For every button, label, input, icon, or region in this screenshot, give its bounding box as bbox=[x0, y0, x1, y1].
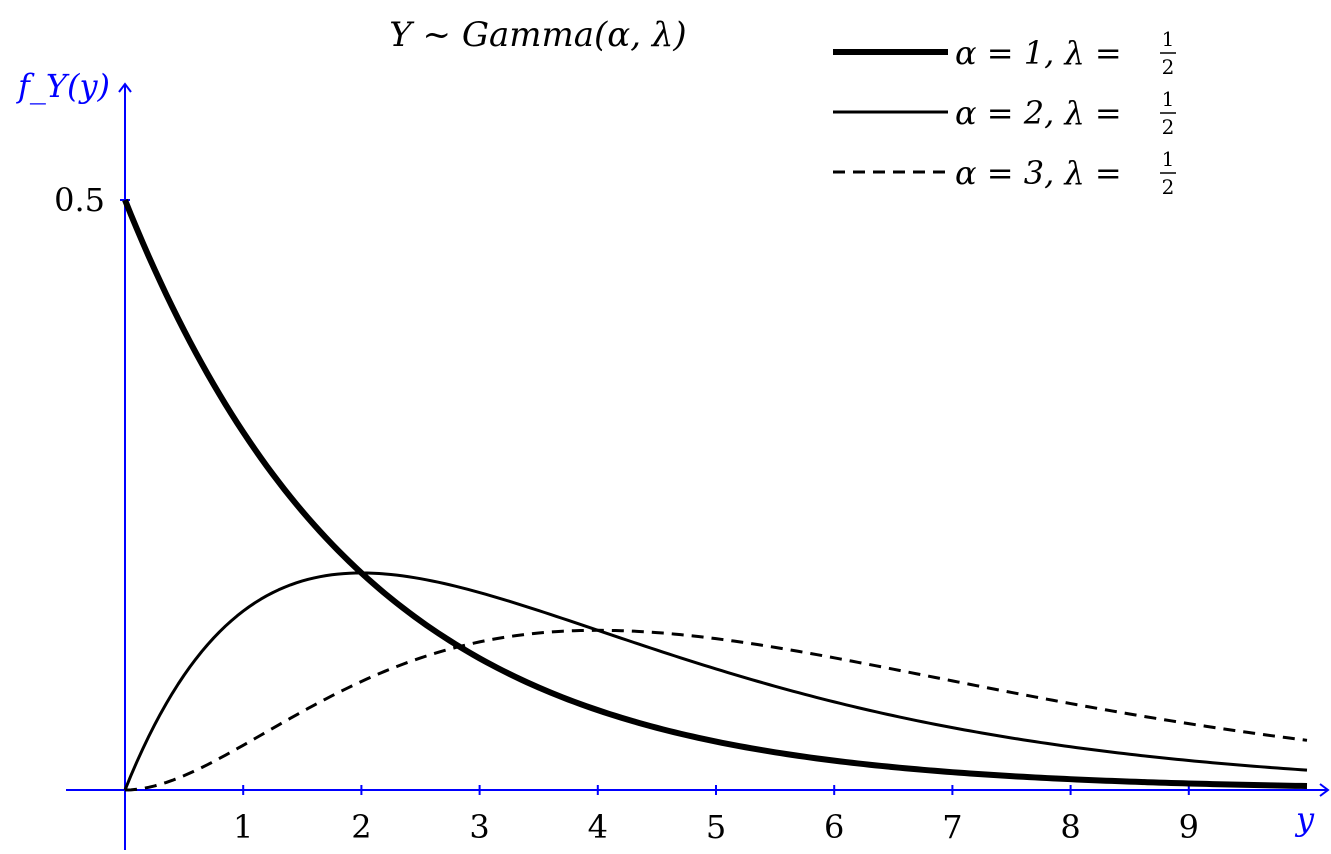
legend-fraction-denominator: 2 bbox=[1162, 175, 1175, 199]
x-tick-label: 4 bbox=[588, 808, 608, 846]
legend-label-2: α = 2, λ = bbox=[955, 94, 1122, 132]
legend: α = 1, λ = 1 2 α = 2, λ = 1 2 α = 3, λ = 1 2 bbox=[833, 27, 1176, 199]
x-tick-label: 2 bbox=[351, 808, 371, 846]
chart-title: Y ~ Gamma(α, λ) bbox=[389, 15, 686, 55]
x-tick-label: 3 bbox=[469, 808, 489, 846]
legend-fraction-numerator: 1 bbox=[1162, 147, 1175, 171]
legend-fraction-numerator: 1 bbox=[1162, 87, 1175, 111]
y-ticks: 0.5 bbox=[54, 181, 130, 219]
axes bbox=[66, 82, 1330, 850]
y-axis-arrowhead bbox=[118, 82, 132, 93]
x-axis-label: y bbox=[1294, 800, 1315, 838]
legend-fraction-denominator: 2 bbox=[1162, 55, 1175, 79]
x-ticks: 1 2 3 4 5 6 7 8 9 bbox=[233, 785, 1199, 846]
series-line-3 bbox=[124, 628, 1308, 792]
legend-fraction-numerator: 1 bbox=[1162, 27, 1175, 51]
legend-label-3: α = 3, λ = bbox=[955, 154, 1122, 192]
x-tick-label: 7 bbox=[942, 808, 962, 846]
y-axis-label: f_Y(y) bbox=[16, 67, 110, 105]
x-tick-label: 6 bbox=[824, 808, 844, 846]
x-tick-label: 9 bbox=[1179, 808, 1199, 846]
series-layer bbox=[122, 198, 1308, 792]
x-axis-arrowhead bbox=[1319, 783, 1330, 797]
y-tick-label: 0.5 bbox=[54, 181, 105, 219]
x-tick-label: 8 bbox=[1060, 808, 1080, 846]
series-line-1 bbox=[122, 198, 1308, 790]
legend-label-1: α = 1, λ = bbox=[955, 34, 1122, 72]
series-line-2 bbox=[123, 571, 1308, 791]
x-tick-label: 1 bbox=[233, 808, 253, 846]
x-tick-label: 5 bbox=[706, 808, 726, 846]
legend-fraction-denominator: 2 bbox=[1162, 115, 1175, 139]
